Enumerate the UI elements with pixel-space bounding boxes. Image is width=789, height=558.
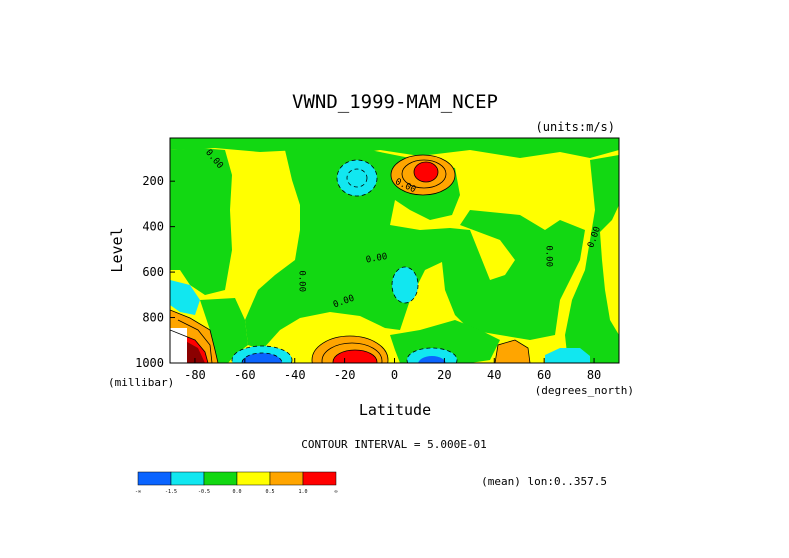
y-tick-label: 1000 xyxy=(135,356,164,370)
y-axis: 200 400 600 800 1000 xyxy=(135,174,175,370)
y-unit-label: (millibar) xyxy=(108,376,174,389)
colorbar-label: -∞ xyxy=(135,489,141,495)
contour-lines xyxy=(170,154,531,363)
contour-line xyxy=(413,161,439,183)
colorbar-swatch xyxy=(203,471,238,486)
x-axis-title: Latitude xyxy=(359,401,431,419)
cyan-region-upper xyxy=(337,160,377,196)
orange-region-surface-right xyxy=(495,340,530,363)
x-tick-label: -20 xyxy=(334,368,356,382)
contour-line xyxy=(332,349,378,363)
colorbar-swatch xyxy=(170,471,205,486)
green-region-west xyxy=(170,148,232,295)
contour-line xyxy=(494,339,531,363)
x-unit-label: (degrees_north) xyxy=(535,384,634,397)
colorbar-swatch xyxy=(302,471,337,486)
contour-interval-label: CONTOUR INTERVAL = 5.000E-01 xyxy=(301,438,486,451)
y-tick-label: 800 xyxy=(142,311,164,325)
contour-label: 0.00 xyxy=(544,245,554,267)
y-tick-label: 200 xyxy=(142,174,164,188)
units-label: (units:m/s) xyxy=(536,120,615,134)
colorbar-label: -1.5 xyxy=(165,489,177,495)
contour-line xyxy=(170,329,209,363)
y-tick-label: 400 xyxy=(142,220,164,234)
contour-line xyxy=(231,345,293,363)
colorbar-swatch xyxy=(236,471,271,486)
colorbar-label: 0.5 xyxy=(265,489,274,495)
red-region-upper xyxy=(414,162,438,182)
blue-region-surface-center xyxy=(418,356,446,363)
red-region-surface xyxy=(333,350,377,363)
contour-line xyxy=(391,266,419,304)
x-tick-label: -40 xyxy=(284,368,306,382)
colorbar: -∞ -1.5 -0.5 0.0 0.5 1.0 ∞ xyxy=(135,471,338,495)
x-tick-label: 80 xyxy=(587,368,601,382)
contour-line xyxy=(401,159,447,189)
x-tick-label: 40 xyxy=(487,368,501,382)
x-tick-label: 0 xyxy=(391,368,398,382)
contour-line xyxy=(177,319,213,363)
colorbar-swatch xyxy=(269,471,304,486)
y-tick-label: 600 xyxy=(142,265,164,279)
x-tick-label: -60 xyxy=(234,368,256,382)
chart-title: VWND_1999-MAM_NCEP xyxy=(292,91,498,113)
cyan-region-mid xyxy=(392,267,418,303)
contour-line xyxy=(311,335,389,363)
contour-line xyxy=(336,159,378,197)
x-tick-label: -80 xyxy=(184,368,206,382)
colorbar-swatch xyxy=(137,471,172,486)
contour-line xyxy=(406,347,458,363)
green-region-north-top xyxy=(170,138,619,158)
masked-terrain xyxy=(170,328,187,363)
green-region-central xyxy=(245,148,585,350)
colorbar-label: 1.0 xyxy=(298,489,307,495)
colorbar-label: -0.5 xyxy=(198,489,210,495)
y-axis-title: Level xyxy=(108,227,126,272)
x-tick-label: 60 xyxy=(537,368,551,382)
colorbar-label: ∞ xyxy=(334,489,337,495)
contour-label: 0.00 xyxy=(297,270,307,292)
colorbar-label: 0.0 xyxy=(232,489,241,495)
contour-line xyxy=(241,352,283,363)
cyan-region-lower-left xyxy=(170,280,200,315)
contour-line xyxy=(170,309,219,363)
contour-line xyxy=(346,168,368,188)
contour-line xyxy=(390,154,456,196)
x-tick-label: 20 xyxy=(437,368,451,382)
green-region-east xyxy=(565,155,619,363)
blue-region-surface-left xyxy=(242,353,282,363)
x-axis: -80 -60 -40 -20 0 20 40 60 80 xyxy=(184,358,601,382)
plot-area: 0.000.000.000.000.000.000.00 xyxy=(170,138,619,363)
contour-line xyxy=(321,342,383,363)
cyan-region-lower-right xyxy=(545,348,590,363)
contour-label: 0.00 xyxy=(365,252,388,266)
footnote-lon-range: (mean) lon:0..357.5 xyxy=(481,475,607,488)
